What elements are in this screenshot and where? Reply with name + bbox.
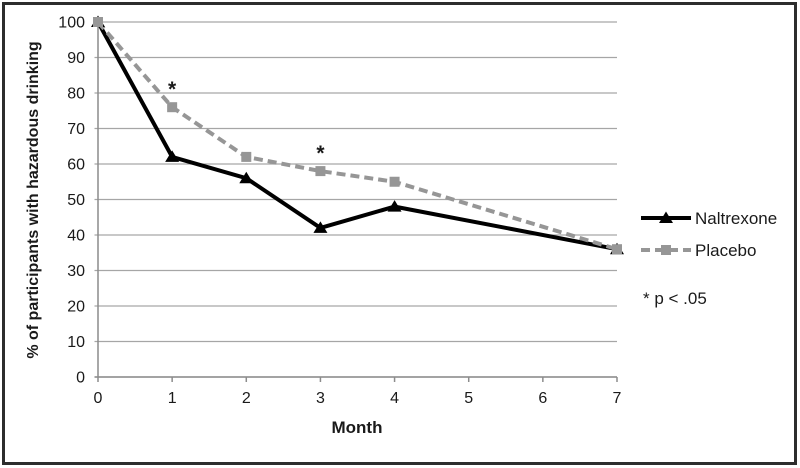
significance-note: * p < .05 bbox=[643, 289, 707, 308]
series-line-placebo bbox=[96, 20, 618, 252]
y-tick-label: 30 bbox=[67, 263, 85, 280]
data-point-square bbox=[389, 176, 400, 187]
x-axis-title: Month bbox=[332, 418, 383, 437]
data-point-triangle bbox=[239, 171, 254, 184]
significance-asterisk: * bbox=[168, 78, 177, 101]
data-point-triangle bbox=[313, 221, 328, 233]
y-tick-label: 100 bbox=[58, 15, 85, 32]
data-point-square bbox=[167, 102, 178, 113]
x-tick-label: 1 bbox=[168, 390, 177, 407]
x-tick-label: 4 bbox=[390, 390, 399, 407]
legend-label-placebo: Placebo bbox=[695, 241, 756, 260]
data-point-square bbox=[315, 166, 326, 177]
gridlines bbox=[94, 21, 617, 378]
legend-marker-square-icon bbox=[661, 245, 671, 255]
x-tick-label: 7 bbox=[613, 390, 622, 407]
x-tick-label: 0 bbox=[94, 390, 103, 407]
axes bbox=[94, 22, 618, 382]
y-axis-title: % of participants with hazardous drinkin… bbox=[25, 41, 42, 358]
data-point-square bbox=[93, 17, 103, 27]
data-series bbox=[91, 15, 624, 255]
data-point-triangle bbox=[387, 200, 402, 212]
data-point-triangle bbox=[165, 150, 180, 162]
y-tick-label: 60 bbox=[67, 157, 85, 174]
legend: Naltrexone Placebo * p < .05 bbox=[641, 209, 777, 308]
data-point-square bbox=[241, 151, 252, 162]
y-tick-label: 20 bbox=[67, 299, 85, 316]
y-tick-label: 40 bbox=[67, 228, 85, 245]
x-tick-label: 6 bbox=[538, 390, 547, 407]
x-tick-label: 3 bbox=[316, 390, 325, 407]
y-tick-label: 0 bbox=[76, 370, 85, 387]
y-tick-label: 90 bbox=[67, 50, 85, 67]
series-line-naltrexone bbox=[96, 21, 618, 252]
y-tick-label: 80 bbox=[67, 86, 85, 103]
tick-labels: 0 10 20 30 40 50 60 70 80 90 100 0 1 2 3 4 5 6 7 bbox=[58, 15, 621, 408]
y-tick-label: 70 bbox=[67, 121, 85, 138]
x-tick-label: 5 bbox=[464, 390, 473, 407]
legend-marker-triangle-icon bbox=[659, 211, 673, 223]
x-tick-label: 2 bbox=[242, 390, 251, 407]
y-tick-label: 10 bbox=[67, 334, 85, 351]
legend-label-naltrexone: Naltrexone bbox=[695, 209, 777, 228]
significance-asterisk: * bbox=[316, 142, 325, 165]
data-point-square bbox=[612, 244, 622, 255]
annotations: ** bbox=[168, 78, 325, 165]
y-tick-label: 50 bbox=[67, 192, 85, 209]
